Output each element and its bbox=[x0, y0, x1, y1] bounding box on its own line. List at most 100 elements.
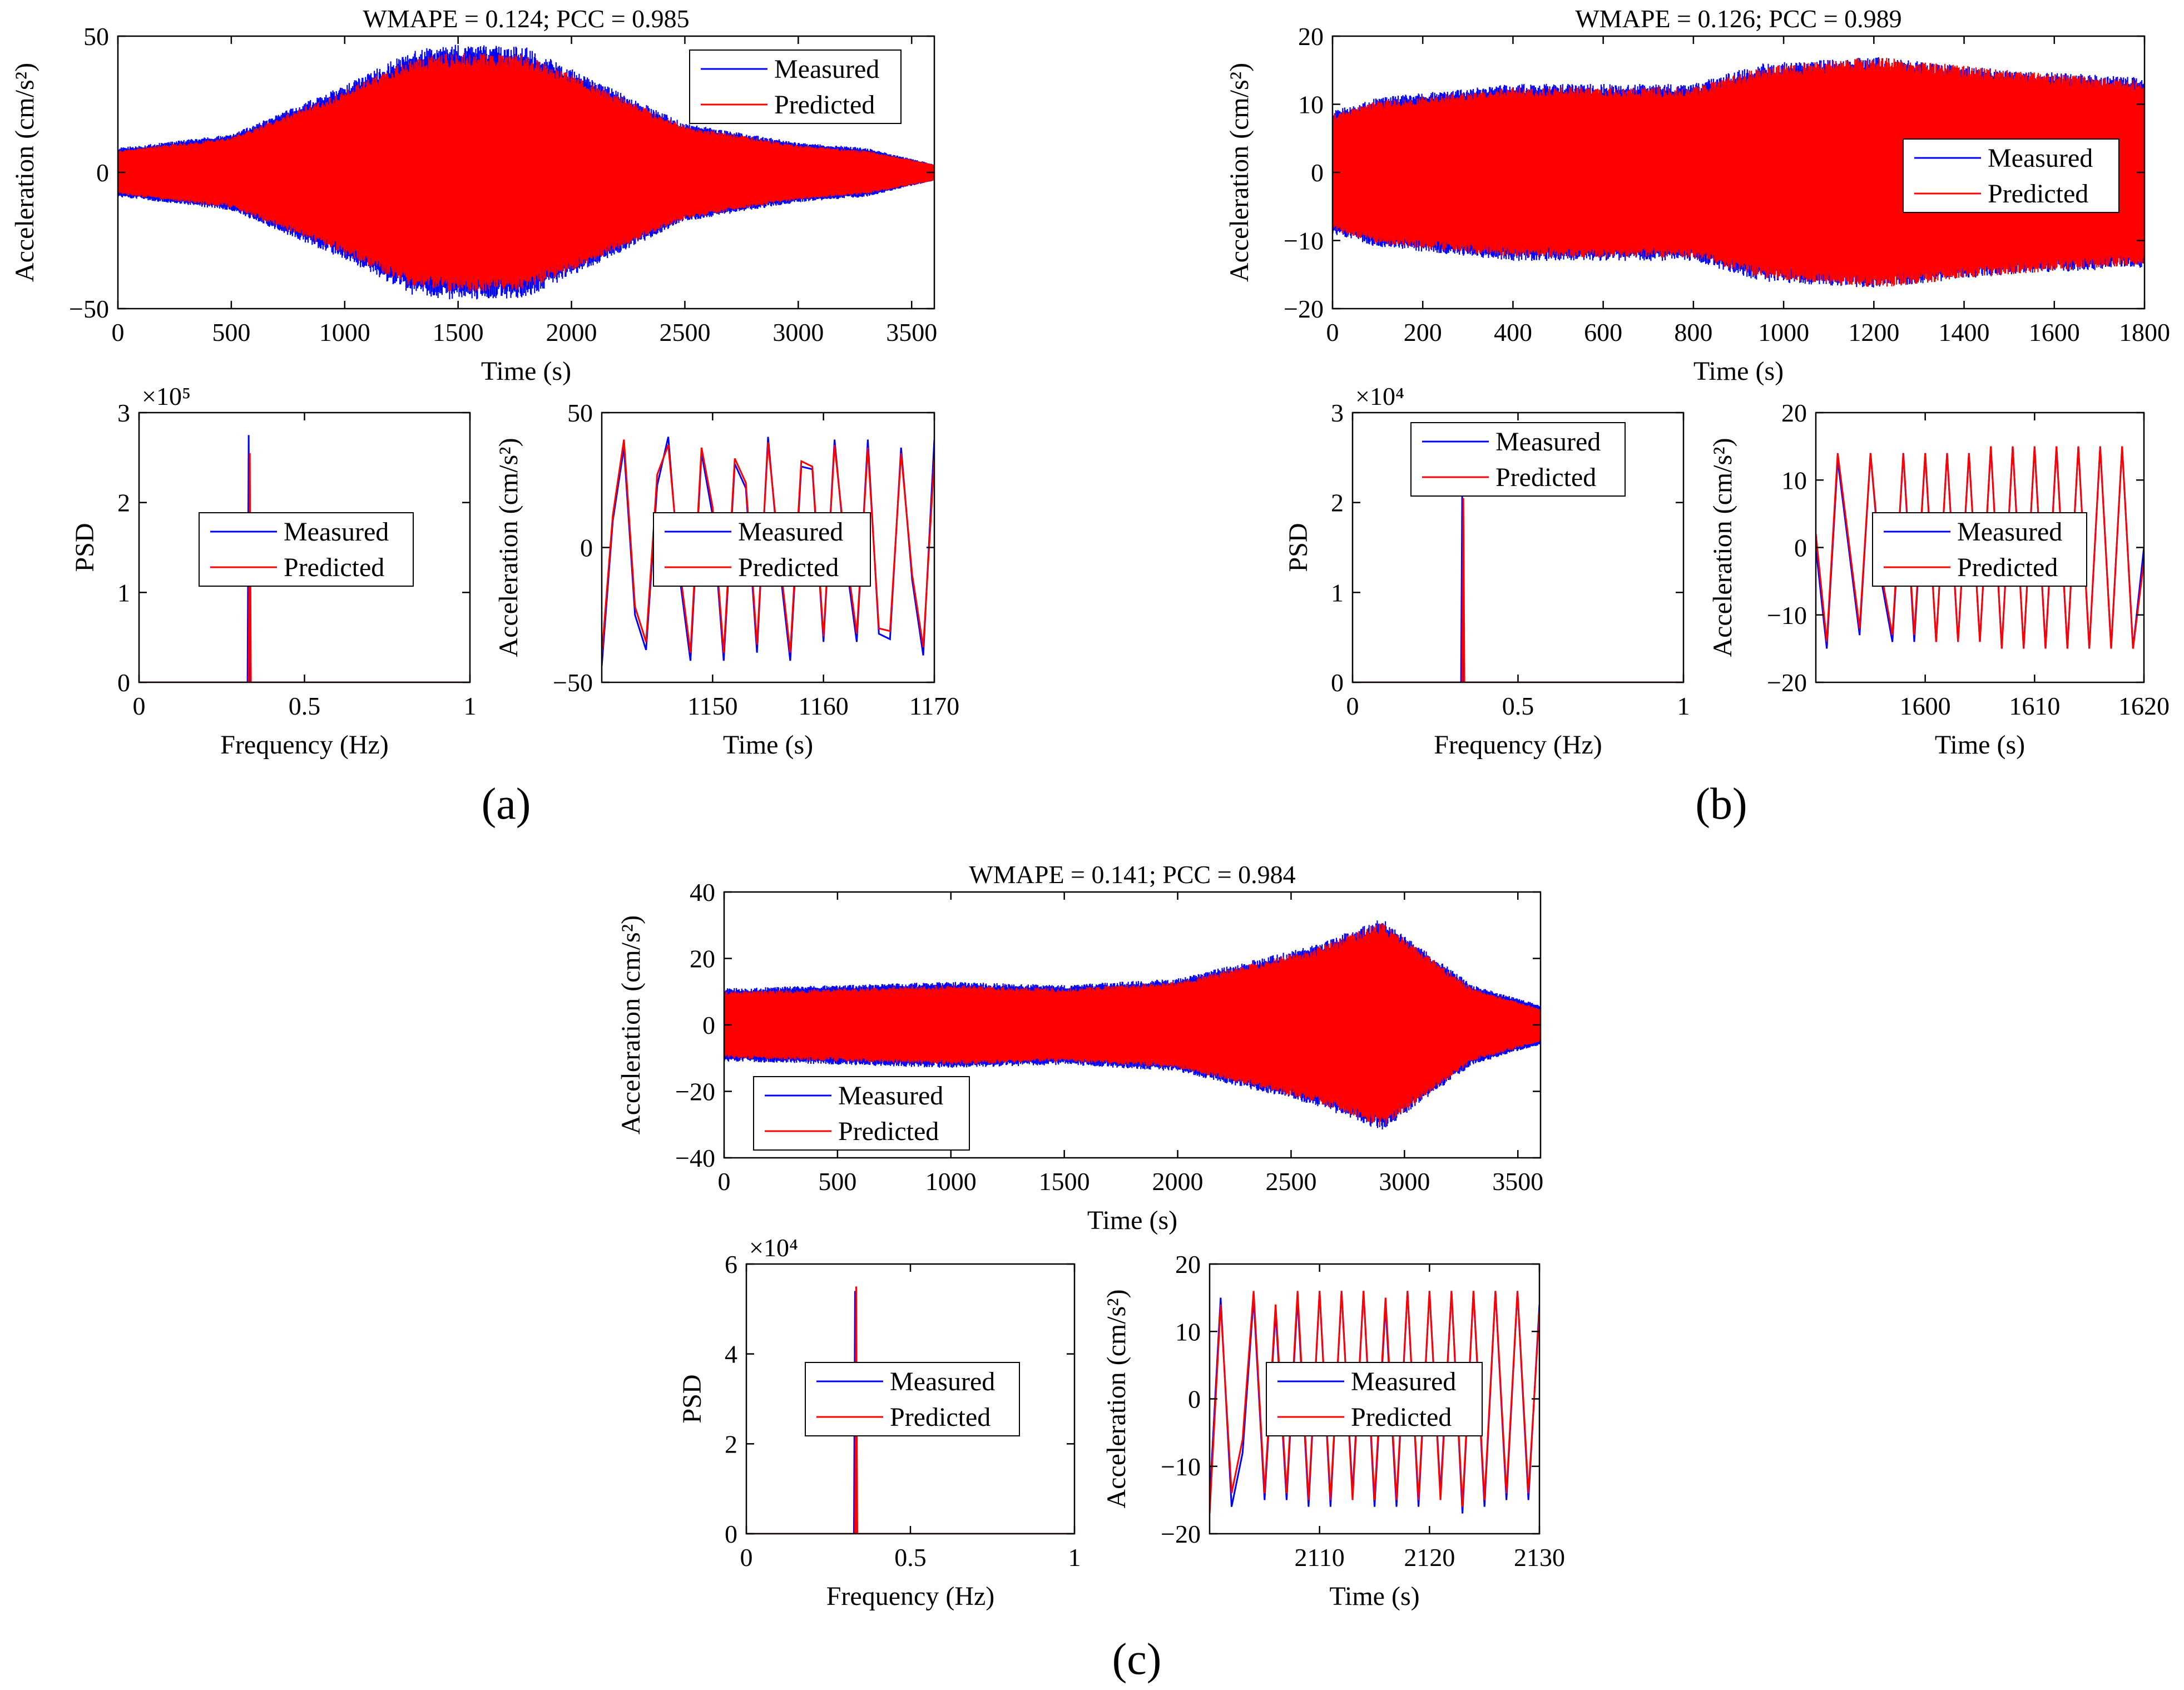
series-predicted bbox=[1816, 446, 2144, 649]
legend: Measured Predicted bbox=[805, 1362, 1020, 1436]
x-tick-label: 1170 bbox=[909, 692, 959, 720]
y-tick-label: 3 bbox=[117, 399, 130, 427]
chart-title: WMAPE = 0.141; PCC = 0.984 bbox=[969, 860, 1295, 889]
legend: Measured Predicted bbox=[1410, 422, 1626, 497]
chart-a-psd: 0 0.5 1 0 1 2 3 ×10⁵ Frequency (Hz) PSD Measured Pr… bbox=[70, 382, 477, 760]
chart-c-main: 0 500 1000 1500 2000 2500 3000 3500 −40 −20 0 20 40 W… bbox=[616, 860, 1543, 1235]
y-tick-label: −10 bbox=[1767, 601, 1807, 630]
x-axis-label: Time (s) bbox=[1935, 730, 2025, 760]
y-axis-label: Acceleration (cm/s²) bbox=[1708, 438, 1737, 657]
legend-label-measured: Measured bbox=[1988, 143, 2093, 173]
y-tick-label: 10 bbox=[1298, 91, 1324, 119]
legend-box bbox=[805, 1362, 1020, 1436]
x-axis-label: Frequency (Hz) bbox=[220, 730, 389, 760]
y-tick-label: −10 bbox=[1284, 227, 1324, 255]
legend-label-predicted: Predicted bbox=[774, 90, 875, 120]
chart-a-main: 0 500 1000 1500 2000 2500 3000 3500−50050WMAPE … bbox=[10, 4, 937, 386]
legend-box bbox=[199, 512, 414, 587]
series-predicted bbox=[139, 453, 470, 682]
plot-area bbox=[602, 437, 934, 667]
x-axis-label: Time (s) bbox=[481, 356, 571, 386]
plot-area bbox=[139, 435, 470, 682]
y-tick-label: −20 bbox=[1767, 668, 1807, 697]
y-tick-label: 4 bbox=[725, 1340, 737, 1369]
x-tick-label: 600 bbox=[1584, 318, 1622, 346]
legend-box bbox=[1410, 422, 1626, 497]
x-axis-label: Frequency (Hz) bbox=[1434, 730, 1602, 760]
y-tick-label: 0 bbox=[1794, 534, 1807, 562]
legend: Measured Predicted bbox=[1903, 138, 2119, 213]
x-tick-label: 1 bbox=[464, 692, 477, 720]
y-axis-label: PSD bbox=[677, 1374, 707, 1423]
legend-label-predicted: Predicted bbox=[1351, 1402, 1452, 1432]
x-tick-label: 2500 bbox=[1265, 1167, 1316, 1196]
chart-title: WMAPE = 0.124; PCC = 0.985 bbox=[363, 4, 689, 33]
plot-area bbox=[1210, 1291, 1539, 1514]
y-tick-label: 0 bbox=[580, 534, 593, 562]
legend-label-measured: Measured bbox=[1957, 517, 2062, 547]
y-tick-label: 50 bbox=[567, 399, 593, 427]
legend-label-predicted: Predicted bbox=[1495, 463, 1596, 492]
y-axis-label: Acceleration (cm/s²) bbox=[10, 63, 39, 282]
legend-label-predicted: Predicted bbox=[890, 1402, 991, 1432]
y-tick-label: 20 bbox=[1781, 399, 1807, 427]
series-predicted bbox=[724, 923, 1541, 1126]
y-tick-label: 6 bbox=[725, 1250, 737, 1278]
x-axis-label: Time (s) bbox=[723, 730, 813, 760]
legend-label-measured: Measured bbox=[1495, 427, 1601, 457]
series-predicted bbox=[602, 439, 934, 656]
y-tick-label: 3 bbox=[1331, 399, 1344, 427]
x-tick-label: 1800 bbox=[2119, 318, 2170, 346]
legend-box bbox=[653, 512, 871, 587]
x-axis-label: Time (s) bbox=[1087, 1206, 1177, 1235]
legend-label-measured: Measured bbox=[284, 517, 389, 547]
x-tick-label: 1150 bbox=[687, 692, 737, 720]
legend-label-measured: Measured bbox=[838, 1081, 943, 1111]
y-tick-label: 2 bbox=[725, 1430, 737, 1458]
y-tick-label: −40 bbox=[675, 1144, 715, 1172]
chart-b-main: 0 200 400 600 800 1000 1200 1400 1600 1800 −20 −10 0… bbox=[1225, 4, 2170, 386]
plot-area bbox=[118, 44, 934, 300]
y-tick-label: 0 bbox=[1311, 158, 1324, 187]
legend-label-measured: Measured bbox=[738, 517, 843, 547]
panel-label-c: (c) bbox=[1112, 1635, 1162, 1684]
x-tick-label: 1200 bbox=[1848, 318, 1899, 346]
x-axis-label: Frequency (Hz) bbox=[826, 1582, 995, 1611]
y-axis-label: Acceleration (cm/s²) bbox=[1225, 63, 1254, 282]
x-tick-label: 400 bbox=[1494, 318, 1532, 346]
y-tick-label: −50 bbox=[69, 295, 109, 323]
x-tick-label: 3000 bbox=[772, 318, 824, 346]
x-tick-label: 1600 bbox=[2029, 318, 2080, 346]
x-tick-label: 2130 bbox=[1514, 1543, 1565, 1572]
y-tick-label: 20 bbox=[690, 945, 715, 973]
chart-a-zoom: 1150 1160 1170 −50 0 50 Time (s) Acceleration (… bbox=[494, 399, 959, 760]
legend: Measured Predicted bbox=[1872, 512, 2087, 587]
y-tick-label: −20 bbox=[1284, 295, 1324, 323]
y-axis-label: PSD bbox=[70, 523, 100, 572]
x-tick-label: 1160 bbox=[799, 692, 849, 720]
legend-box bbox=[1266, 1362, 1483, 1436]
x-tick-label: 1500 bbox=[433, 318, 484, 346]
charts-layer: 0 500 1000 1500 2000 2500 3000 3500−50050WMAPE … bbox=[10, 4, 2170, 1611]
x-axis-label: Time (s) bbox=[1329, 1582, 1419, 1611]
y-axis-label: Acceleration (cm/s²) bbox=[616, 915, 646, 1134]
x-tick-label: 2000 bbox=[1152, 1167, 1204, 1196]
panel-label-b: (b) bbox=[1695, 780, 1747, 829]
y-tick-label: 0 bbox=[96, 158, 109, 187]
legend: Measured Predicted bbox=[653, 512, 871, 587]
y-tick-label: 50 bbox=[83, 22, 109, 51]
y-tick-label: −20 bbox=[675, 1078, 715, 1106]
x-tick-label: 1000 bbox=[1758, 318, 1809, 346]
legend-label-predicted: Predicted bbox=[284, 553, 384, 582]
legend-box bbox=[1872, 512, 2087, 587]
x-tick-label: 0 bbox=[718, 1167, 731, 1196]
x-tick-label: 1620 bbox=[2118, 692, 2170, 720]
y-tick-label: 0 bbox=[725, 1520, 737, 1548]
x-tick-label: 1 bbox=[1677, 692, 1690, 720]
legend: Measured Predicted bbox=[689, 49, 902, 124]
y-tick-label: 1 bbox=[117, 578, 130, 607]
series-predicted bbox=[1210, 1291, 1539, 1514]
x-tick-label: 3500 bbox=[1492, 1167, 1543, 1196]
plot-area bbox=[1816, 446, 2144, 649]
